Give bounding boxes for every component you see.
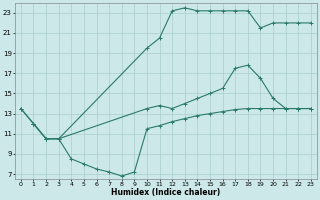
X-axis label: Humidex (Indice chaleur): Humidex (Indice chaleur) (111, 188, 220, 197)
